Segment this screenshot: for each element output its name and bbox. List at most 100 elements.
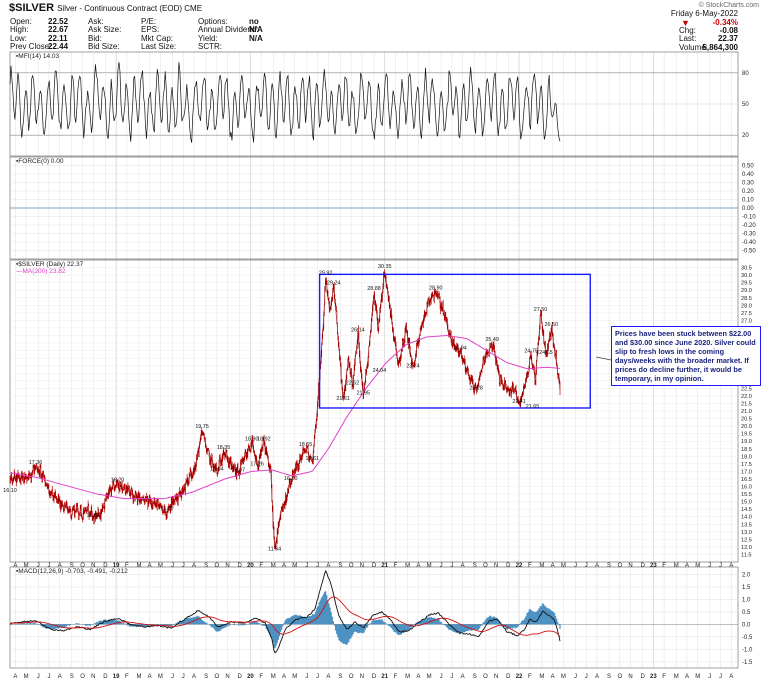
x-tick-label: O [483, 563, 488, 569]
brand-label: © StockCharts.com [698, 2, 759, 9]
x-tick-label: M [292, 563, 297, 569]
macd-y-tick: 1.0 [742, 597, 751, 603]
price-y-tick: 22.5 [741, 386, 752, 392]
price-label: 13.86 [87, 513, 101, 519]
x-tick-label: J [182, 674, 185, 680]
price-label: 16.87 [232, 467, 246, 473]
price-label: 24.75 [524, 348, 538, 354]
change-pct: -0.34% [712, 17, 738, 27]
price-y-tick: 17.5 [741, 462, 752, 468]
x-tick-label: F [662, 563, 666, 569]
x-tick-label: O [215, 674, 220, 680]
x-tick-label: M [158, 563, 163, 569]
price-y-tick: 17.0 [741, 469, 752, 475]
price-y-tick: 16.0 [741, 485, 752, 491]
x-tick-label: A [551, 674, 555, 680]
x-tick-label: A [326, 674, 330, 680]
extra-fields: Options: Annual Dividend: Yield: SCTR: [198, 17, 258, 51]
x-tick-label: 20 [247, 563, 254, 569]
force-y-tick: -0.20 [742, 223, 756, 229]
x-tick-label: A [416, 563, 420, 569]
price-label: 25.49 [485, 337, 499, 343]
price-label: 30.35 [378, 264, 392, 270]
price-y-tick: 28.0 [741, 303, 752, 309]
x-tick-label: M [695, 674, 700, 680]
x-tick-label: J [574, 674, 577, 680]
price-y-tick: 14.0 [741, 515, 752, 521]
x-tick-label: A [416, 674, 420, 680]
force-y-tick: -0.10 [742, 215, 756, 221]
x-tick-label: J [37, 563, 40, 569]
macd-legend: ▪MACD(12,26,9) -0.703, -0.491, -0.212 [16, 568, 128, 575]
x-tick-label: D [506, 563, 511, 569]
macd-y-tick: -1.5 [742, 660, 753, 666]
x-tick-label: J [585, 674, 588, 680]
price-y-tick: 21.0 [741, 409, 752, 415]
x-tick-label: M [405, 563, 410, 569]
down-triangle-icon: ▼ [681, 17, 690, 28]
x-tick-label: A [58, 563, 62, 569]
x-tick-label: J [450, 674, 453, 680]
x-tick-label: A [461, 563, 465, 569]
x-tick-label: F [125, 674, 129, 680]
x-tick-label: N [628, 563, 632, 569]
x-tick-label: S [204, 563, 208, 569]
price-label: 21.95 [357, 391, 371, 397]
x-tick-label: M [136, 563, 141, 569]
x-tick-label: N [494, 674, 498, 680]
x-tick-label: M [271, 674, 276, 680]
x-tick-label: 19 [113, 674, 120, 680]
price-y-tick: 30.5 [741, 266, 752, 272]
price-label: 11.64 [268, 546, 281, 552]
x-tick-label: J [574, 563, 577, 569]
range-box [318, 273, 591, 409]
mfi-y-tick: 20 [742, 133, 749, 139]
chg-value: -0.08 [719, 26, 738, 35]
x-tick-label: J [47, 674, 50, 680]
x-tick-label: 20 [247, 674, 254, 680]
x-tick-label: F [259, 674, 263, 680]
x-tick-label: A [282, 563, 286, 569]
x-tick-label: O [215, 563, 220, 569]
x-tick-label: J [450, 563, 453, 569]
x-tick-label: D [506, 674, 511, 680]
x-tick-label: D [103, 563, 108, 569]
x-tick-label: A [685, 563, 689, 569]
macd-line [9, 569, 561, 654]
price-label: 18.55 [299, 442, 313, 448]
x-tick-label: J [182, 563, 185, 569]
x-tick-label: D [103, 674, 108, 680]
x-tick-label: 23 [650, 563, 657, 569]
price-label: 17.61 [305, 456, 319, 462]
x-tick-label: F [528, 563, 532, 569]
ma200-legend: —MA(200) 23.82 [16, 268, 66, 275]
x-tick-label: J [440, 674, 443, 680]
price-y-tick: 15.5 [741, 492, 752, 498]
x-tick-label: A [192, 563, 196, 569]
x-tick-label: D [372, 674, 377, 680]
price-label: 21.65 [526, 404, 540, 410]
price-y-tick: 20.5 [741, 417, 752, 423]
x-tick-label: M [695, 563, 700, 569]
price-y-tick: 14.5 [741, 507, 752, 513]
x-tick-label: D [640, 563, 645, 569]
x-tick-label: J [47, 563, 50, 569]
price-label: 16.10 [3, 488, 17, 494]
quote-date: Friday 6-May-2022 [670, 9, 738, 18]
x-tick-label: J [719, 674, 722, 680]
x-tick-label: N [360, 674, 364, 680]
price-y-tick: 27.0 [741, 318, 752, 324]
price-y-tick: 22.0 [741, 394, 752, 400]
price-y-tick: 15.0 [741, 500, 752, 506]
x-tick-label: S [473, 563, 477, 569]
prev-close-label: Prev Close: [10, 41, 52, 51]
force-y-tick: 0.00 [742, 206, 754, 212]
price-label: 28.90 [429, 286, 443, 292]
mfi-y-tick: 50 [742, 102, 749, 108]
price-label: 27.50 [534, 307, 548, 313]
mfi-panel [9, 62, 738, 143]
price-label: 18.35 [217, 445, 231, 451]
x-tick-label: J [708, 563, 711, 569]
x-tick-label: J [316, 563, 319, 569]
